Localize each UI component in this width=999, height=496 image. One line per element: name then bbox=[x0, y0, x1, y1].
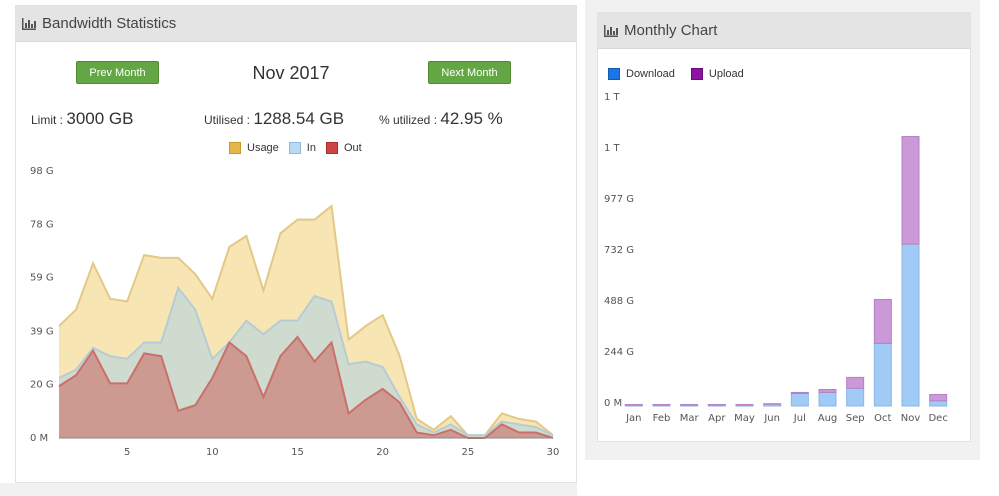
legend-download-swatch bbox=[608, 68, 620, 80]
bar-chart-icon bbox=[22, 17, 36, 30]
bandwidth-title: Bandwidth Statistics bbox=[42, 15, 177, 32]
y-tick-label: 39 G bbox=[30, 326, 54, 337]
y-tick-label: 1 T bbox=[604, 143, 621, 154]
y-tick-label: 78 G bbox=[30, 220, 54, 231]
x-tick-label: Mar bbox=[680, 413, 700, 424]
pct-value: 42.95 % bbox=[440, 109, 503, 128]
legend-download[interactable]: Download bbox=[598, 68, 675, 80]
bar-download bbox=[846, 387, 865, 407]
limit-value: 3000 GB bbox=[66, 109, 134, 128]
y-tick-label: 488 G bbox=[604, 296, 634, 307]
x-tick-label: Aug bbox=[818, 413, 838, 424]
x-tick-label: Jul bbox=[793, 413, 806, 424]
x-tick-label: 20 bbox=[376, 447, 389, 458]
x-tick-label: 15 bbox=[291, 447, 304, 458]
y-tick-label: 977 G bbox=[604, 194, 634, 205]
legend-upload-swatch bbox=[690, 68, 703, 80]
legend-out[interactable]: Out bbox=[316, 142, 362, 154]
y-tick-label: 98 G bbox=[30, 166, 54, 177]
y-tick-label: 0 M bbox=[30, 433, 48, 444]
limit-stat: Limit : 3000 GB bbox=[31, 109, 133, 129]
legend-usage-swatch bbox=[229, 142, 241, 154]
x-tick-label: 10 bbox=[206, 447, 219, 458]
next-month-button[interactable]: Next Month bbox=[428, 61, 511, 84]
utilised-stat: Utilised : 1288.54 GB bbox=[204, 109, 344, 129]
bar-download bbox=[818, 391, 837, 407]
bar-upload bbox=[707, 404, 726, 406]
bandwidth-legend: Usage In Out bbox=[219, 142, 362, 154]
prev-month-button[interactable]: Prev Month bbox=[76, 61, 159, 84]
bar-upload bbox=[873, 298, 892, 344]
x-tick-label: Oct bbox=[874, 413, 891, 424]
bar-download bbox=[790, 392, 809, 407]
bar-chart-icon bbox=[604, 24, 618, 37]
bar-upload bbox=[846, 376, 865, 389]
bar-upload bbox=[624, 404, 643, 406]
legend-download-label: Download bbox=[626, 68, 675, 80]
legend-usage-label: Usage bbox=[247, 142, 279, 154]
x-tick-label: May bbox=[734, 413, 755, 424]
y-tick-label: 732 G bbox=[604, 245, 634, 256]
bar-upload bbox=[735, 404, 754, 406]
legend-out-label: Out bbox=[343, 142, 362, 154]
utilised-label: Utilised : bbox=[204, 113, 251, 127]
x-tick-label: Jan bbox=[625, 413, 641, 424]
bar-download bbox=[873, 342, 892, 407]
bandwidth-area-chart: 0 M 20 G 39 G 59 G 78 G 98 G 5 10 15 20 25 30 bbox=[30, 166, 560, 458]
bar-upload bbox=[680, 404, 699, 406]
x-tick-label: Feb bbox=[653, 413, 671, 424]
bar-download bbox=[929, 400, 948, 407]
monthly-bar-chart: 0 M 244 G 488 G 732 G 977 G 1 T 1 T Jan Feb Mar Ap… bbox=[604, 92, 948, 424]
bandwidth-header: Bandwidth Statistics bbox=[16, 6, 576, 42]
bar-upload bbox=[763, 403, 782, 405]
y-tick-label: 0 M bbox=[604, 398, 622, 409]
limit-label: Limit : bbox=[31, 113, 64, 127]
bandwidth-panel: Bandwidth Statistics Prev Month Nov 2017… bbox=[15, 5, 577, 483]
series-out-area bbox=[59, 336, 553, 438]
x-tick-label: 30 bbox=[547, 447, 560, 458]
monthly-header: Monthly Chart bbox=[598, 13, 970, 49]
legend-usage[interactable]: Usage bbox=[219, 142, 279, 154]
legend-upload-label: Upload bbox=[708, 68, 744, 80]
pct-stat: % utilized : 42.95 % bbox=[379, 109, 503, 129]
bar-upload bbox=[818, 388, 837, 393]
monthly-title: Monthly Chart bbox=[624, 22, 718, 39]
monthly-legend: Download Upload bbox=[598, 68, 744, 80]
legend-upload[interactable]: Upload bbox=[681, 68, 744, 80]
x-tick-label: Nov bbox=[901, 413, 921, 424]
legend-in[interactable]: In bbox=[279, 142, 316, 154]
legend-in-swatch bbox=[288, 142, 301, 154]
y-tick-label: 20 G bbox=[30, 379, 54, 390]
utilised-value: 1288.54 GB bbox=[253, 109, 345, 128]
bar-upload bbox=[901, 136, 920, 245]
bar-download bbox=[901, 243, 920, 407]
series-in-line bbox=[58, 285, 554, 437]
y-tick-label: 1 T bbox=[604, 92, 621, 103]
x-tick-label: 25 bbox=[461, 447, 474, 458]
y-tick-label: 244 G bbox=[604, 347, 634, 358]
current-month: Nov 2017 bbox=[252, 63, 330, 83]
legend-in-label: In bbox=[306, 142, 316, 154]
x-tick-label: 5 bbox=[124, 447, 130, 458]
legend-out-swatch bbox=[325, 142, 338, 154]
monthly-panel: Monthly Chart Download Upload 0 M 244 G 48… bbox=[597, 12, 971, 442]
bar-upload bbox=[929, 394, 948, 402]
pct-label: % utilized : bbox=[379, 113, 438, 127]
x-tick-label: Dec bbox=[928, 413, 947, 424]
bar-upload bbox=[652, 404, 671, 406]
bar-upload bbox=[790, 391, 809, 394]
y-tick-label: 59 G bbox=[30, 273, 54, 284]
x-tick-label: Apr bbox=[708, 413, 726, 424]
x-tick-label: Jun bbox=[763, 413, 780, 424]
x-tick-label: Sep bbox=[846, 413, 865, 424]
